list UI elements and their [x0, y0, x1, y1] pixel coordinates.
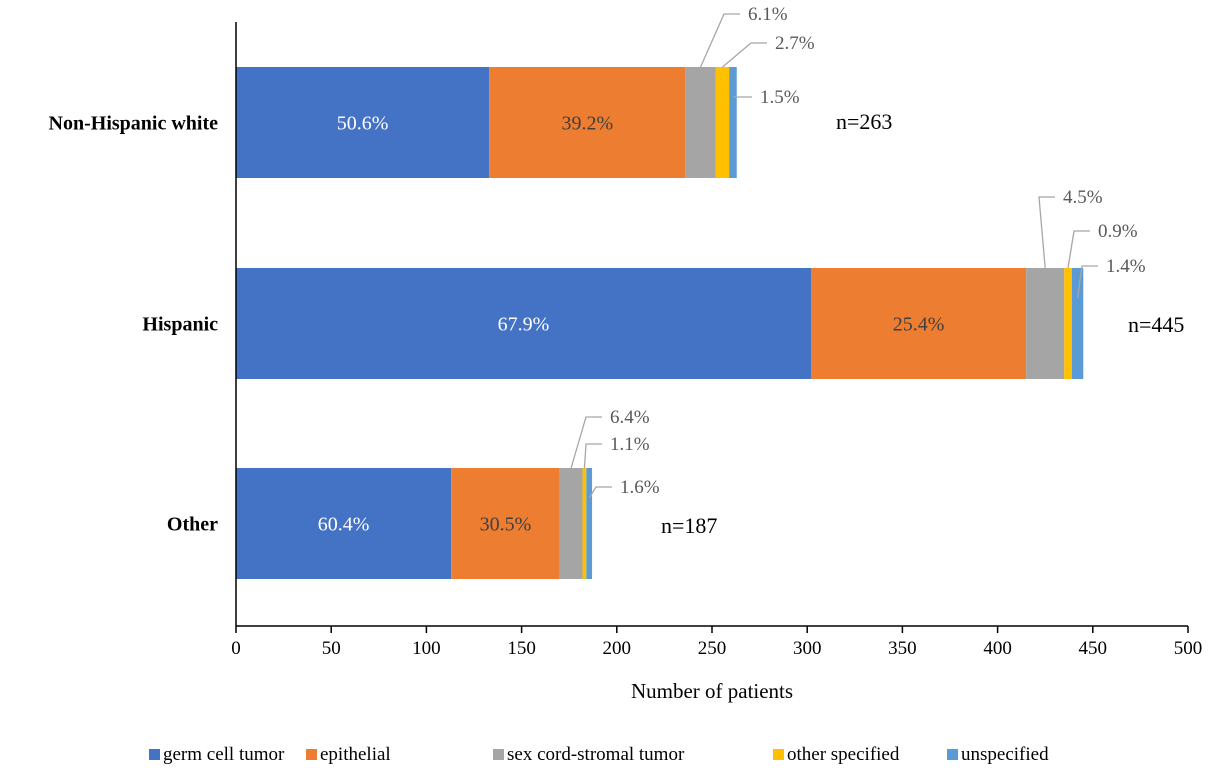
- leader-line: [570, 416, 602, 469]
- data-label-outside: 0.9%: [1098, 221, 1138, 242]
- bar-segment-unspecified-0: [729, 67, 737, 178]
- leader-line: [1076, 265, 1098, 299]
- leader-line: [588, 486, 612, 499]
- category-label: Non-Hispanic white: [49, 113, 219, 135]
- leader-line: [1038, 196, 1055, 269]
- data-label-inside: 67.9%: [498, 314, 550, 336]
- legend-swatch: [149, 749, 160, 760]
- leader-line: [722, 42, 767, 68]
- data-label-outside: 6.1%: [748, 4, 788, 25]
- data-label-outside: 1.4%: [1106, 256, 1146, 277]
- x-tick-label: 250: [698, 638, 727, 659]
- x-tick-label: 400: [983, 638, 1012, 659]
- bar-segment-epithelial-2: [451, 468, 560, 579]
- bar-segment-sex-cord-stromal-tumor-2: [559, 468, 583, 579]
- bar-segment-other-specified-2: [582, 468, 587, 579]
- leader-line: [699, 13, 740, 68]
- total-label: n=445: [1128, 312, 1184, 337]
- legend-entry: sex cord-stromal tumor: [507, 744, 685, 765]
- legend-entry: other specified: [787, 744, 900, 765]
- data-label-inside: 39.2%: [561, 113, 613, 135]
- bar-segment-germ-cell-tumor-2: [236, 468, 452, 579]
- data-label-inside: 60.4%: [318, 514, 370, 536]
- data-label-inside: 25.4%: [893, 314, 945, 336]
- legend-swatch: [493, 749, 504, 760]
- axes-group: 0 50 100 150 200 250 300 350 400 450 500: [231, 22, 1202, 659]
- bar-segment-unspecified-1: [1071, 268, 1084, 379]
- legend-entry: unspecified: [961, 744, 1049, 765]
- x-tick-label: 450: [1079, 638, 1108, 659]
- data-label-outside: 1.6%: [620, 477, 660, 498]
- legend: germ cell tumor epithelial sex cord-stroma…: [149, 744, 1049, 765]
- bar-segment-other-specified-0: [715, 67, 730, 178]
- bar-segment-germ-cell-tumor-0: [236, 67, 490, 178]
- data-labels-group: 50.6% 39.2% 6.1% 2.7% 1.5% Non-Hispanic white…: [49, 4, 1185, 538]
- bar-segment-sex-cord-stromal-tumor-0: [685, 67, 716, 178]
- bars-group: [236, 67, 1084, 579]
- bar-segment-unspecified-2: [586, 468, 593, 579]
- bar-segment-epithelial-1: [811, 268, 1027, 379]
- legend-swatch: [947, 749, 958, 760]
- data-label-inside: 30.5%: [480, 514, 532, 536]
- bar-segment-other-specified-1: [1064, 268, 1072, 379]
- category-label: Hispanic: [142, 314, 218, 336]
- x-tick-label: 350: [888, 638, 917, 659]
- leader-line: [583, 443, 602, 469]
- data-label-inside: 50.6%: [337, 113, 389, 135]
- data-label-outside: 1.1%: [610, 434, 650, 455]
- data-label-outside: 2.7%: [775, 33, 815, 54]
- x-tick-label: 500: [1174, 638, 1203, 659]
- x-tick-label: 0: [231, 638, 241, 659]
- x-tick-label: 200: [603, 638, 632, 659]
- total-label: n=263: [836, 109, 892, 134]
- x-tick-label: 300: [793, 638, 822, 659]
- leader-line: [1067, 230, 1090, 269]
- x-axis-title: Number of patients: [631, 679, 793, 703]
- leader-lines-group: [570, 13, 1098, 499]
- legend-swatch: [306, 749, 317, 760]
- data-label-outside: 6.4%: [610, 407, 650, 428]
- data-label-outside: 1.5%: [760, 87, 800, 108]
- bar-segment-germ-cell-tumor-1: [236, 268, 812, 379]
- bar-segment-sex-cord-stromal-tumor-1: [1026, 268, 1065, 379]
- x-tick-label: 50: [322, 638, 341, 659]
- category-label: Other: [167, 514, 218, 536]
- x-tick-label: 150: [507, 638, 536, 659]
- legend-swatch: [773, 749, 784, 760]
- total-label: n=187: [661, 513, 717, 538]
- bar-segment-epithelial-0: [489, 67, 686, 178]
- legend-entry: germ cell tumor: [163, 744, 285, 765]
- data-label-outside: 4.5%: [1063, 187, 1103, 208]
- x-tick-label: 100: [412, 638, 441, 659]
- legend-entry: epithelial: [320, 744, 391, 765]
